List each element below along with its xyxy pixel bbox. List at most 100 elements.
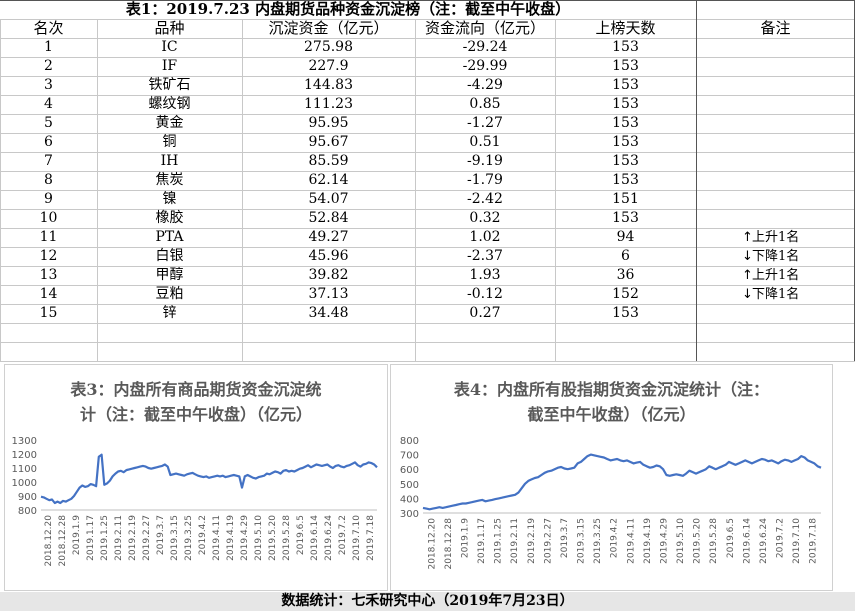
y-tick-label: 300: [400, 509, 419, 520]
table-cell: 153: [612, 172, 639, 188]
table-cell: -1.27: [467, 115, 503, 131]
grid-line: [696, 0, 697, 361]
table-cell: 3: [44, 77, 53, 93]
table-cell: 227.9: [308, 58, 349, 74]
x-tick-label: 2019.5.10: [254, 515, 264, 561]
grid-line: [0, 19, 855, 20]
x-tick-label: 2019.5.20: [693, 518, 703, 564]
y-tick-label: 900: [18, 492, 37, 503]
grid-line: [0, 38, 855, 39]
chart-index-plot: 300 400 500 600 700 800 2018.12.20 2018.12.28 20…: [400, 436, 822, 570]
x-tick-label: 2019.6.14: [310, 515, 320, 561]
y-tick-label: 1300: [12, 436, 37, 447]
x-tick-label: 2019.1.17: [86, 515, 96, 561]
table-cell: 豆粕: [155, 286, 184, 302]
table-cell: 5: [44, 115, 53, 131]
grid-line: [0, 342, 855, 343]
table-cell: 铁矿石: [148, 77, 191, 93]
x-tick-label: 2019.4.2: [610, 518, 620, 558]
x-tick-label: 2018.12.28: [58, 515, 68, 567]
x-tick-label: 2019.1.9: [460, 518, 470, 558]
rank-change-note: ↓下降1名: [742, 247, 799, 266]
grid-line: [0, 285, 855, 286]
table-cell: 铜: [162, 134, 177, 150]
table-cell: 34.48: [308, 305, 349, 321]
table-cell: 橡胶: [155, 210, 184, 226]
table-cell: 10: [39, 210, 58, 226]
table-cell: 37.13: [308, 286, 349, 302]
grid-line: [0, 57, 855, 58]
x-tick-label: 2019.3.7: [156, 515, 166, 555]
x-tick-label: 2019.3.25: [593, 518, 603, 564]
grid-line: [0, 209, 855, 210]
table-cell: 13: [39, 267, 58, 283]
grid-line: [0, 323, 855, 324]
x-tick-label: 2018.12.20: [44, 515, 54, 567]
table-cell: 49.27: [308, 229, 349, 245]
x-tick-label: 2019.2.27: [142, 515, 152, 561]
x-tick-label: 2018.12.20: [427, 518, 437, 570]
table-cell: 153: [612, 153, 639, 169]
table-cell: 39.82: [308, 267, 349, 283]
grid-line: [0, 152, 855, 153]
table-cell: 9: [44, 191, 53, 207]
x-tick-label: 2019.7.2: [776, 518, 786, 558]
x-tick-label: 2019.6.14: [742, 518, 752, 564]
table-cell: 153: [612, 210, 639, 226]
table-cell: 甲醇: [155, 267, 184, 283]
x-tick-label: 2019.2.27: [543, 518, 553, 564]
column-header: 备注: [760, 19, 791, 37]
chart-index-title: 表4：内盘所有股指期货资金沉淀统计（注： 截至中午收盘）（亿元）: [453, 380, 770, 424]
table-cell: -1.79: [467, 172, 503, 188]
x-tick-label: 2018.12.28: [444, 518, 454, 570]
grid-line: [97, 19, 98, 361]
x-tick-label: 2019.6.24: [324, 515, 334, 561]
table-cell: 153: [612, 58, 639, 74]
table-cell: 白银: [155, 248, 184, 264]
x-tick-label: 2019.1.9: [72, 515, 82, 555]
rank-change-label: 下降1名: [752, 287, 800, 302]
x-tick-label: 2019.5.28: [709, 518, 719, 564]
x-tick-label: 2019.4.19: [226, 515, 236, 561]
table-cell: -29.24: [462, 39, 508, 55]
chart-index: 表4：内盘所有股指期货资金沉淀统计（注： 截至中午收盘）（亿元） 300 400 5…: [390, 364, 833, 591]
x-tick-label: 2019.4.29: [659, 518, 669, 564]
table-cell: 62.14: [308, 172, 349, 188]
table-cell: 85.59: [308, 153, 349, 169]
arrow-down-icon: ↓: [742, 249, 753, 264]
y-tick-label: 400: [400, 494, 419, 505]
grid-line: [0, 95, 855, 96]
table-cell: 15: [39, 305, 58, 321]
table-cell: 螺纹钢: [148, 96, 191, 112]
table-cell: 0.51: [469, 134, 501, 150]
arrow-up-icon: ↑: [742, 268, 753, 283]
arrow-down-icon: ↓: [742, 287, 753, 302]
series-line: [40, 453, 378, 505]
chart-commodity-title: 表3：内盘所有商品期货资金沉淀统 计（注：截至中午收盘）（亿元）: [70, 380, 322, 424]
rank-change-note: ↑上升1名: [742, 266, 799, 285]
table-cell: IH: [160, 153, 179, 169]
y-tick-label: 1200: [12, 450, 37, 461]
grid-line: [0, 247, 855, 248]
x-tick-label: 2019.3.15: [577, 518, 587, 564]
y-tick-label: 1100: [12, 464, 37, 475]
x-tick-label: 2019.1.25: [100, 515, 110, 561]
grid-line: [0, 228, 855, 229]
table-title: 表1：2019.7.23 内盘期货品种资金沉淀榜（注：截至中午收盘）: [125, 0, 571, 18]
table-cell: 11: [39, 229, 58, 245]
chart-commodity-plot: 800 900 1000 1100 1200 1300 2018.12.20 2018.12.…: [12, 436, 378, 567]
column-header: 名次: [33, 19, 64, 37]
x-tick-label: 2019.7.18: [366, 515, 376, 561]
table-cell: 8: [44, 172, 53, 188]
table-cell: 1: [44, 39, 53, 55]
grid-line: [0, 0, 855, 1]
x-tick-label: 2019.3.7: [560, 518, 570, 558]
table-cell: 95.95: [308, 115, 349, 131]
table-cell: 2: [44, 58, 53, 74]
rank-change-label: 下降1名: [752, 249, 800, 264]
table-cell: 0.32: [469, 210, 501, 226]
x-tick-label: 2019.6.24: [759, 518, 769, 564]
y-tick-label: 1000: [12, 478, 37, 489]
table-cell: 1.02: [469, 229, 501, 245]
